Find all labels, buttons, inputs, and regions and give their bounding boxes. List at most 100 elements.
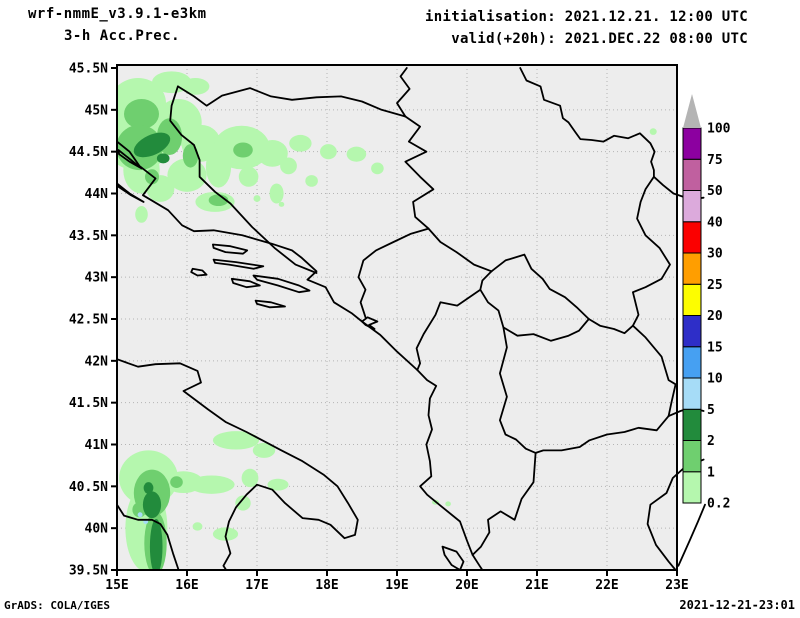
y-tick-label: 45.5N xyxy=(69,62,108,77)
colorbar-label: 20 xyxy=(707,309,723,324)
product-title: 3-h Acc.Prec. xyxy=(64,28,181,44)
colorbar-label: 10 xyxy=(707,372,723,387)
y-tick-label: 40N xyxy=(85,522,109,537)
y-tick-label: 41.5N xyxy=(69,396,108,411)
macedonia-bulgaria-border xyxy=(632,324,677,418)
precip-blob xyxy=(133,132,171,158)
precip-blob xyxy=(142,491,162,519)
y-tick-label: 44.5N xyxy=(69,145,108,160)
bosnia-montenegro-border xyxy=(357,227,430,319)
y-tick-label: 41N xyxy=(85,438,109,453)
precip-blob xyxy=(181,78,210,95)
croatia-serbia-border xyxy=(396,67,411,118)
colorbar-label: 40 xyxy=(707,215,723,230)
precip-blob xyxy=(289,134,312,152)
island-dugi-otok xyxy=(116,182,145,203)
greece-aegean-coast xyxy=(646,458,705,571)
kosovo-serbia-border xyxy=(490,253,590,320)
kosovo-macedonia-border xyxy=(502,318,590,342)
creation-timestamp: 2021-12-21-23:01 xyxy=(679,598,795,612)
colorbar-segment xyxy=(682,315,702,348)
y-tick-label: 43N xyxy=(85,271,109,286)
boka-bay xyxy=(361,316,379,330)
y-tick-label: 44N xyxy=(85,187,109,202)
precip-blob xyxy=(143,482,154,494)
precip-blob xyxy=(167,158,207,192)
y-tick-label: 42N xyxy=(85,354,109,369)
grads-credit: GrADS: COLA/IGES xyxy=(4,599,110,612)
peljesac-peninsula xyxy=(252,274,311,294)
precip-blob xyxy=(233,142,253,158)
precip-blob xyxy=(320,144,337,160)
colorbar-segment xyxy=(682,221,702,254)
colorbar-segment xyxy=(682,158,702,191)
colorbar-label: 30 xyxy=(707,247,723,262)
macedonia-greece-border xyxy=(534,415,670,454)
precip-blob xyxy=(267,478,289,491)
precip-blob xyxy=(241,468,259,488)
colorbar-label: 1 xyxy=(707,465,715,480)
precip-blob xyxy=(280,157,297,175)
x-tick-label: 22E xyxy=(595,578,618,593)
run-info: initialisation: 2021.12.21. 12:00 UTC va… xyxy=(425,6,748,50)
precip-blob xyxy=(137,512,143,518)
precip-blob xyxy=(192,522,203,531)
colorbar-segment xyxy=(682,377,702,410)
colorbar-segment xyxy=(682,283,702,316)
precip-blob xyxy=(126,463,136,473)
valid-time-label: valid(+20h): 2021.DEC.22 08:00 UTC xyxy=(451,31,748,47)
serbia-bulgaria-border xyxy=(632,175,671,327)
colorbar-segment xyxy=(682,408,702,441)
danube-romania-border xyxy=(519,67,705,201)
precip-blob xyxy=(371,162,384,175)
island-hvar xyxy=(212,258,265,270)
map-lines xyxy=(116,67,706,571)
x-tick-label: 18E xyxy=(315,578,338,593)
x-tick-label: 15E xyxy=(105,578,128,593)
precip-blob xyxy=(212,431,260,450)
island-brac xyxy=(211,243,249,255)
precip-blob xyxy=(252,442,276,458)
italy-adriatic-coast xyxy=(116,358,359,571)
precip-shading xyxy=(117,71,657,570)
colorbar-segment xyxy=(682,252,702,285)
grid-lines xyxy=(117,65,677,570)
colorbar-segment xyxy=(682,127,702,160)
precip-blob xyxy=(135,206,148,223)
y-tick-label: 42.5N xyxy=(69,313,108,328)
colorbar-segment xyxy=(682,190,702,223)
x-tick-label: 16E xyxy=(175,578,198,593)
precip-blob xyxy=(257,139,288,167)
precip-blob xyxy=(649,128,657,135)
una-border xyxy=(169,85,318,274)
precip-blob xyxy=(188,475,235,494)
colorbar-label: 100 xyxy=(707,122,731,137)
precip-blob xyxy=(149,518,163,570)
model-title: wrf-nmmE_v3.9.1-e3km xyxy=(28,6,207,22)
albania-greece-border xyxy=(471,451,537,556)
serbia-macedonia-border xyxy=(587,318,634,335)
precip-blob xyxy=(269,183,284,204)
precip-blob xyxy=(156,153,170,164)
y-tick-label: 39.5N xyxy=(69,564,108,579)
axis-ticks xyxy=(111,67,678,576)
colorbar-label: 2 xyxy=(707,434,715,449)
italy-tyrrhenian-coast xyxy=(116,503,180,571)
colorbar-label: 25 xyxy=(707,278,723,293)
sava-border xyxy=(176,85,407,118)
colorbar-segment xyxy=(682,346,702,379)
island-vis xyxy=(190,267,208,277)
island-korcula xyxy=(230,277,261,289)
x-tick-label: 21E xyxy=(525,578,548,593)
precip-blob xyxy=(346,146,367,162)
x-tick-label: 20E xyxy=(455,578,478,593)
kosovo-albania-west-border xyxy=(479,270,537,454)
montenegro-albania-border xyxy=(415,288,482,371)
colorbar-label: 15 xyxy=(707,340,723,355)
island-pag xyxy=(117,149,143,170)
colorbar-label: 0.2 xyxy=(707,497,730,512)
x-tick-label: 23E xyxy=(665,578,688,593)
colorbar-label: 75 xyxy=(707,153,723,168)
